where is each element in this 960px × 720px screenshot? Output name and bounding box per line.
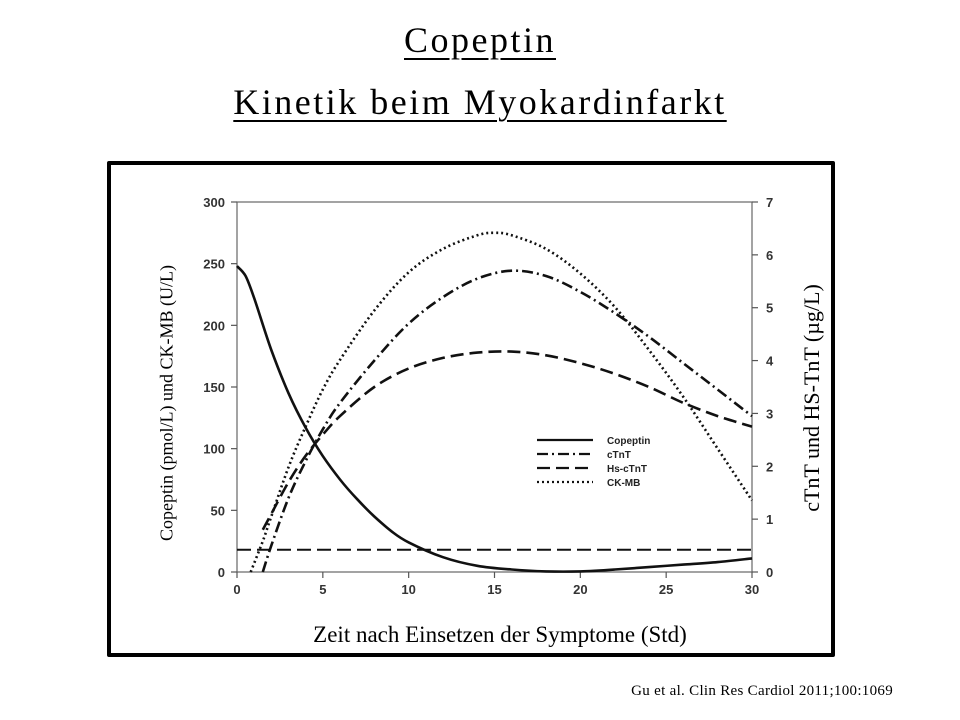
plot-border [236, 201, 753, 573]
legend-label-hs-ctnt: Hs-cTnT [607, 464, 647, 475]
series-line-ctnt [261, 269, 753, 573]
x-tick-label: 5 [319, 582, 326, 597]
legend-label-copeptin: Copeptin [607, 436, 650, 447]
y-right-tick-label: 0 [766, 565, 773, 580]
series-line-copeptin [235, 265, 753, 573]
y-right-tick-label: 7 [766, 195, 773, 210]
y-right-tick-label: 3 [766, 406, 773, 421]
x-tick-label: 10 [401, 582, 415, 597]
y-left-tick-label: 200 [203, 318, 225, 333]
y-left-tick-label: 50 [211, 503, 225, 518]
title-line-1: Copeptin [404, 20, 556, 60]
y-left-tick-label: 300 [203, 195, 225, 210]
series-line-ck-mb [249, 231, 754, 573]
plot-area: 0 5 10 15 20 25 3005010015020025030001234567Co… [203, 195, 774, 597]
y-right-tick-label: 6 [766, 248, 773, 263]
y-right-tick-label: 5 [766, 301, 773, 316]
x-tick-label: 25 [659, 582, 673, 597]
y-left-tick-label: 100 [203, 442, 225, 457]
y-right-tick-label: 1 [766, 512, 773, 527]
y-left-tick-label: 0 [218, 565, 225, 580]
x-axis-label-wrap: Zeit nach Einsetzen der Symptome (Std) [0, 622, 960, 648]
y-axis-right-label: cTnT und HS-TnT (µg/L) [799, 284, 824, 512]
y-axis-left-label: Copeptin (pmol/L) und CK-MB (U/L) [156, 265, 177, 541]
x-tick-label: 30 [745, 582, 759, 597]
x-tick-label: 20 [573, 582, 587, 597]
legend-label-ck-mb: CK-MB [607, 478, 640, 489]
y-left-tick-label: 250 [203, 257, 225, 272]
y-left-tick-label: 150 [203, 380, 225, 395]
y-right-tick-label: 2 [766, 459, 773, 474]
x-tick-label: 15 [487, 582, 501, 597]
y-right-tick-label: 4 [766, 354, 774, 369]
x-axis-label: Zeit nach Einsetzen der Symptome (Std) [313, 622, 687, 647]
title-line-2: Kinetik beim Myokardinfarkt [233, 82, 727, 122]
legend-label-ctnt: cTnT [607, 450, 631, 461]
x-tick-label: 0 [233, 582, 240, 597]
series-line-hs-ctnt [261, 350, 753, 531]
chart-frame [107, 161, 835, 657]
citation: Gu et al. Clin Res Cardiol 2011;100:1069 [631, 683, 893, 699]
